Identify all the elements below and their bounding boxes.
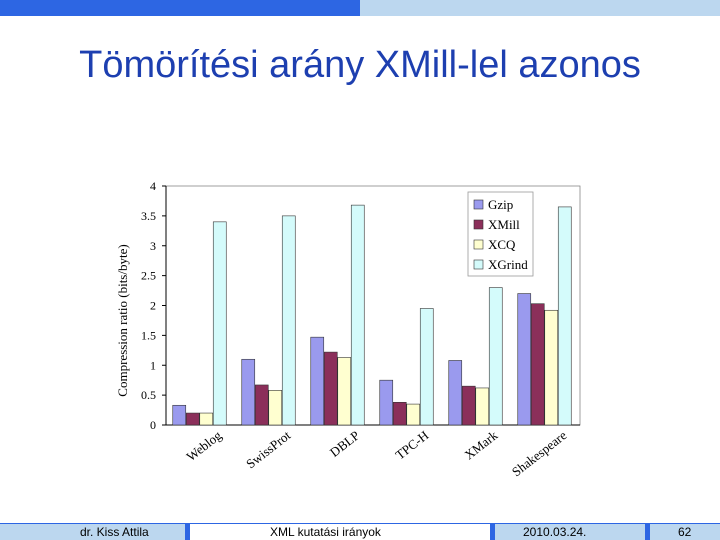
x-tick-label: XMark — [462, 427, 501, 462]
bar-xmill-xmark — [461, 385, 476, 426]
x-tick-label: Shakespeare — [509, 427, 570, 479]
footer-topic-box: XML kutatási irányok — [190, 524, 490, 540]
bar-xcq-shakespeare — [544, 309, 559, 426]
top-bar-dark — [0, 0, 360, 16]
bar-xgrind-weblog — [212, 221, 227, 426]
footer-page: 62 — [678, 525, 692, 539]
legend-swatch — [473, 219, 484, 230]
bar-xgrind-tpc-h — [419, 308, 434, 426]
bar-gzip-tpc-h — [379, 379, 394, 426]
footer-bar: dr. Kiss Attila XML kutatási irányok 201… — [0, 523, 720, 540]
y-tick-label: 1 — [150, 358, 156, 372]
footer-date: 2010.03.24. — [523, 525, 587, 539]
slide-title: Tömörítési arány XMill-lel azonos — [79, 44, 641, 86]
footer-page-box: 62 — [650, 524, 720, 540]
x-tick-label: SwissProt — [243, 427, 294, 471]
legend-label: XMill — [488, 217, 520, 232]
bar-xgrind-xmark — [488, 287, 503, 426]
legend-label: Gzip — [488, 197, 513, 212]
x-axis-labels: Weblog SwissProt DBLP TPC-H XMark Shakespeare — [183, 427, 569, 479]
bar-xgrind-dblp — [350, 204, 365, 426]
bar-xmill-shakespeare — [530, 303, 545, 426]
footer-author-box: dr. Kiss Attila — [0, 524, 185, 540]
bar-xmill-weblog — [185, 412, 200, 426]
bar-xmill-dblp — [323, 351, 338, 426]
bar-xcq-swissprot — [268, 390, 283, 426]
bar-xgrind-shakespeare — [557, 206, 572, 426]
legend-swatch — [473, 239, 484, 250]
y-tick-label: 1.5 — [141, 328, 156, 342]
top-bar-light — [360, 0, 720, 16]
y-tick-label: 4 — [150, 179, 156, 193]
y-tick-label: 0 — [150, 418, 156, 432]
bar-gzip-xmark — [448, 360, 463, 426]
y-axis-title: Compression ratio (bits/byte) — [115, 244, 130, 396]
bar-xcq-dblp — [337, 357, 352, 426]
top-bar — [0, 0, 720, 16]
bar-xgrind-swissprot — [281, 215, 296, 426]
y-tick-label: 3.5 — [141, 209, 156, 223]
footer-author: dr. Kiss Attila — [80, 525, 149, 539]
bars — [172, 204, 572, 426]
y-tick-label: 0.5 — [141, 388, 156, 402]
y-tick-label: 2 — [150, 299, 156, 313]
x-tick-label: TPC-H — [393, 428, 432, 463]
bar-xmill-swissprot — [254, 384, 269, 426]
bar-gzip-weblog — [172, 404, 187, 426]
compression-ratio-chart: 0 0.5 1 1.5 2 2.5 3 3.5 4 Weblog SwissProt DBLP TPC… — [115, 179, 581, 479]
bar-gzip-shakespeare — [517, 293, 532, 426]
footer-topic: XML kutatási irányok — [270, 525, 381, 539]
bar-xcq-xmark — [475, 387, 490, 426]
footer-date-box: 2010.03.24. — [495, 524, 645, 540]
legend-swatch — [473, 259, 484, 270]
bar-xcq-tpc-h — [406, 403, 421, 426]
legend-label: XGrind — [488, 257, 528, 272]
bar-gzip-swissprot — [241, 358, 256, 426]
x-tick-label: DBLP — [327, 428, 362, 460]
bar-xcq-weblog — [199, 412, 214, 426]
legend-swatch — [473, 199, 484, 210]
bar-gzip-dblp — [310, 336, 325, 426]
legend: Gzip XMill XCQ XGrind — [467, 191, 534, 277]
y-tick-label: 2.5 — [141, 269, 156, 283]
bar-xmill-tpc-h — [392, 401, 407, 426]
y-tick-label: 3 — [150, 239, 156, 253]
x-tick-label: Weblog — [183, 427, 224, 464]
legend-label: XCQ — [488, 237, 516, 252]
